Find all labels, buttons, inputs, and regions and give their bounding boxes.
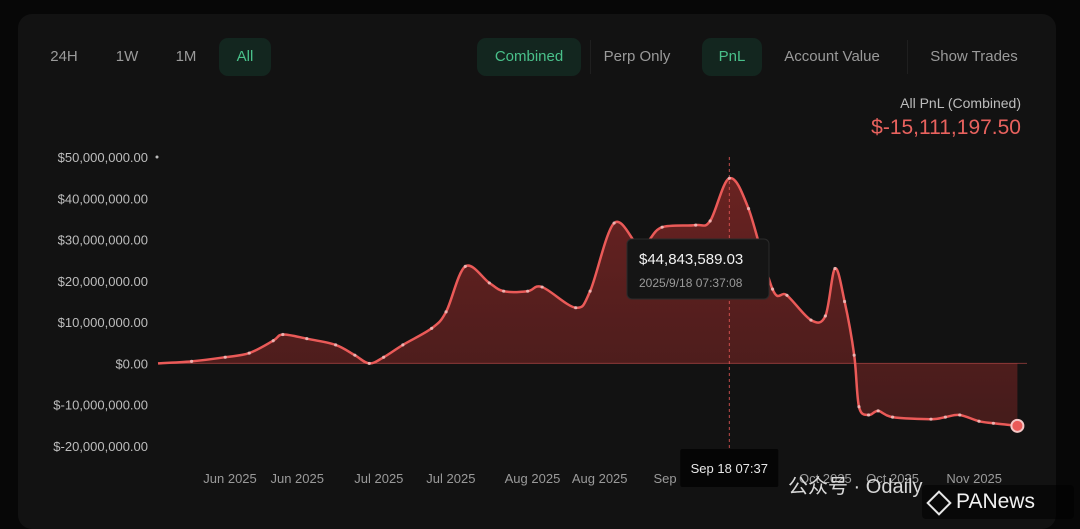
data-point — [281, 332, 285, 337]
data-point — [958, 413, 962, 417]
x-tick-label: Aug 2025 — [505, 471, 561, 486]
data-point — [852, 353, 856, 357]
tooltip-datetime: 2025/9/18 07:37:08 — [639, 276, 743, 290]
data-point — [857, 405, 861, 409]
x-tick-label: Jul 2025 — [426, 471, 475, 486]
data-point — [890, 415, 895, 419]
data-point — [526, 289, 530, 293]
data-point — [991, 421, 995, 425]
data-point — [809, 318, 813, 322]
y-tick-label: $-20,000,000.00 — [53, 439, 148, 454]
pnl-area-fill — [158, 178, 1018, 426]
data-point — [866, 413, 871, 417]
x-tick-label: Jun 2025 — [203, 471, 257, 486]
y-tick-label: $50,000,000.00 — [58, 150, 148, 165]
tab-combined[interactable]: Combined — [477, 38, 581, 76]
data-point — [305, 337, 309, 341]
data-point — [401, 343, 405, 347]
y-tick-label: $20,000,000.00 — [58, 274, 148, 289]
data-point — [353, 353, 357, 357]
brand-watermark: PANews — [922, 485, 1074, 519]
data-point — [842, 299, 847, 304]
y-tick-label: $10,000,000.00 — [58, 315, 148, 330]
summary-value: $-15,111,197.50 — [871, 116, 1021, 139]
show-trades-button[interactable]: Show Trades — [930, 48, 1018, 65]
y-tick-label: $40,000,000.00 — [58, 191, 148, 206]
panews-logo-icon — [926, 490, 952, 516]
x-tick-label: Oct 2025 — [866, 471, 919, 486]
data-point — [334, 343, 338, 347]
data-point — [708, 219, 712, 223]
data-point — [574, 306, 578, 310]
data-point — [660, 225, 664, 229]
y-tick-label: $-10,000,000.00 — [53, 398, 148, 413]
data-point — [444, 310, 448, 314]
data-point — [770, 287, 775, 291]
data-point — [367, 361, 371, 366]
data-point — [271, 339, 275, 343]
crosshair-axis-label: Sep 18 07:37 — [691, 461, 768, 476]
data-point — [694, 223, 698, 227]
x-tick-label: Jul 2025 — [354, 471, 403, 486]
x-tick-label: Nov 2025 — [946, 471, 1002, 486]
data-point — [977, 419, 981, 423]
data-point — [727, 176, 731, 180]
tab-all[interactable]: All — [219, 38, 271, 76]
wechat-watermark: 公众号 · Odaily — [788, 470, 922, 499]
watermark-text: 公众号 · Odaily — [788, 476, 923, 498]
toolbar-divider — [907, 40, 908, 74]
chart-panel — [18, 14, 1056, 529]
tab-24h[interactable]: 24H — [50, 48, 78, 65]
y-tick-label: $30,000,000.00 — [58, 233, 148, 248]
data-point — [785, 293, 789, 297]
y-axis-dot — [155, 155, 159, 159]
x-tick-label: Oct 2025 — [799, 471, 852, 486]
data-point — [430, 326, 434, 330]
data-point — [223, 355, 227, 359]
data-point — [247, 351, 251, 355]
tab-pnl[interactable]: PnL — [702, 38, 762, 76]
data-point — [833, 266, 837, 271]
data-point — [588, 289, 592, 293]
latest-value-marker — [1010, 418, 1025, 433]
x-tick-label: Aug 2025 — [572, 471, 628, 486]
data-point — [612, 221, 616, 225]
data-point — [190, 359, 194, 363]
tab-1m[interactable]: 1M — [175, 48, 197, 65]
data-point — [540, 285, 544, 289]
data-point — [929, 417, 933, 421]
y-tick-label: $0.00 — [115, 356, 148, 371]
tab-account-value[interactable]: Account Value — [784, 48, 880, 65]
tooltip-box — [626, 238, 770, 300]
tooltip-value: $44,843,589.03 — [639, 251, 743, 268]
data-point — [382, 355, 386, 359]
tab-1w[interactable]: 1W — [115, 48, 139, 65]
data-point — [876, 409, 880, 413]
x-tick-label: Jun 2025 — [270, 471, 324, 486]
crosshair-axis-label-bg — [680, 449, 779, 487]
data-point — [463, 264, 467, 269]
data-point — [823, 314, 827, 318]
summary-label: All PnL (Combined) — [900, 95, 1021, 111]
toolbar-divider — [590, 40, 591, 74]
brand-name: PANews — [956, 490, 1035, 513]
data-point — [502, 289, 506, 293]
data-point — [943, 415, 947, 419]
tab-perp-only[interactable]: Perp Only — [603, 48, 671, 65]
data-point — [746, 207, 751, 211]
data-point — [487, 281, 491, 285]
